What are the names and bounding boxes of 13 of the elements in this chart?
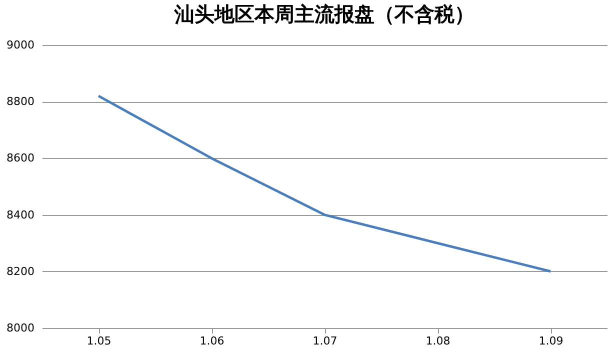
line-series	[97, 94, 552, 273]
y-tick-label: 8800	[6, 95, 34, 108]
chart-title: 汕头地区本周主流报盘（不含税）	[174, 2, 474, 26]
x-tick-label: 1.05	[86, 334, 112, 348]
y-tick-label: 8200	[6, 264, 34, 278]
y-tick-label: 8600	[6, 152, 34, 165]
y-tick-label: 8400	[6, 208, 34, 222]
y-tick-label: 9000	[6, 38, 34, 52]
y-tick-label: 8000	[6, 322, 34, 334]
x-tick-label: 1.09	[538, 334, 564, 348]
x-tick-label: 1.07	[312, 334, 338, 348]
x-tick-label: 1.08	[426, 334, 450, 348]
x-tick-label: 1.06	[200, 334, 224, 348]
